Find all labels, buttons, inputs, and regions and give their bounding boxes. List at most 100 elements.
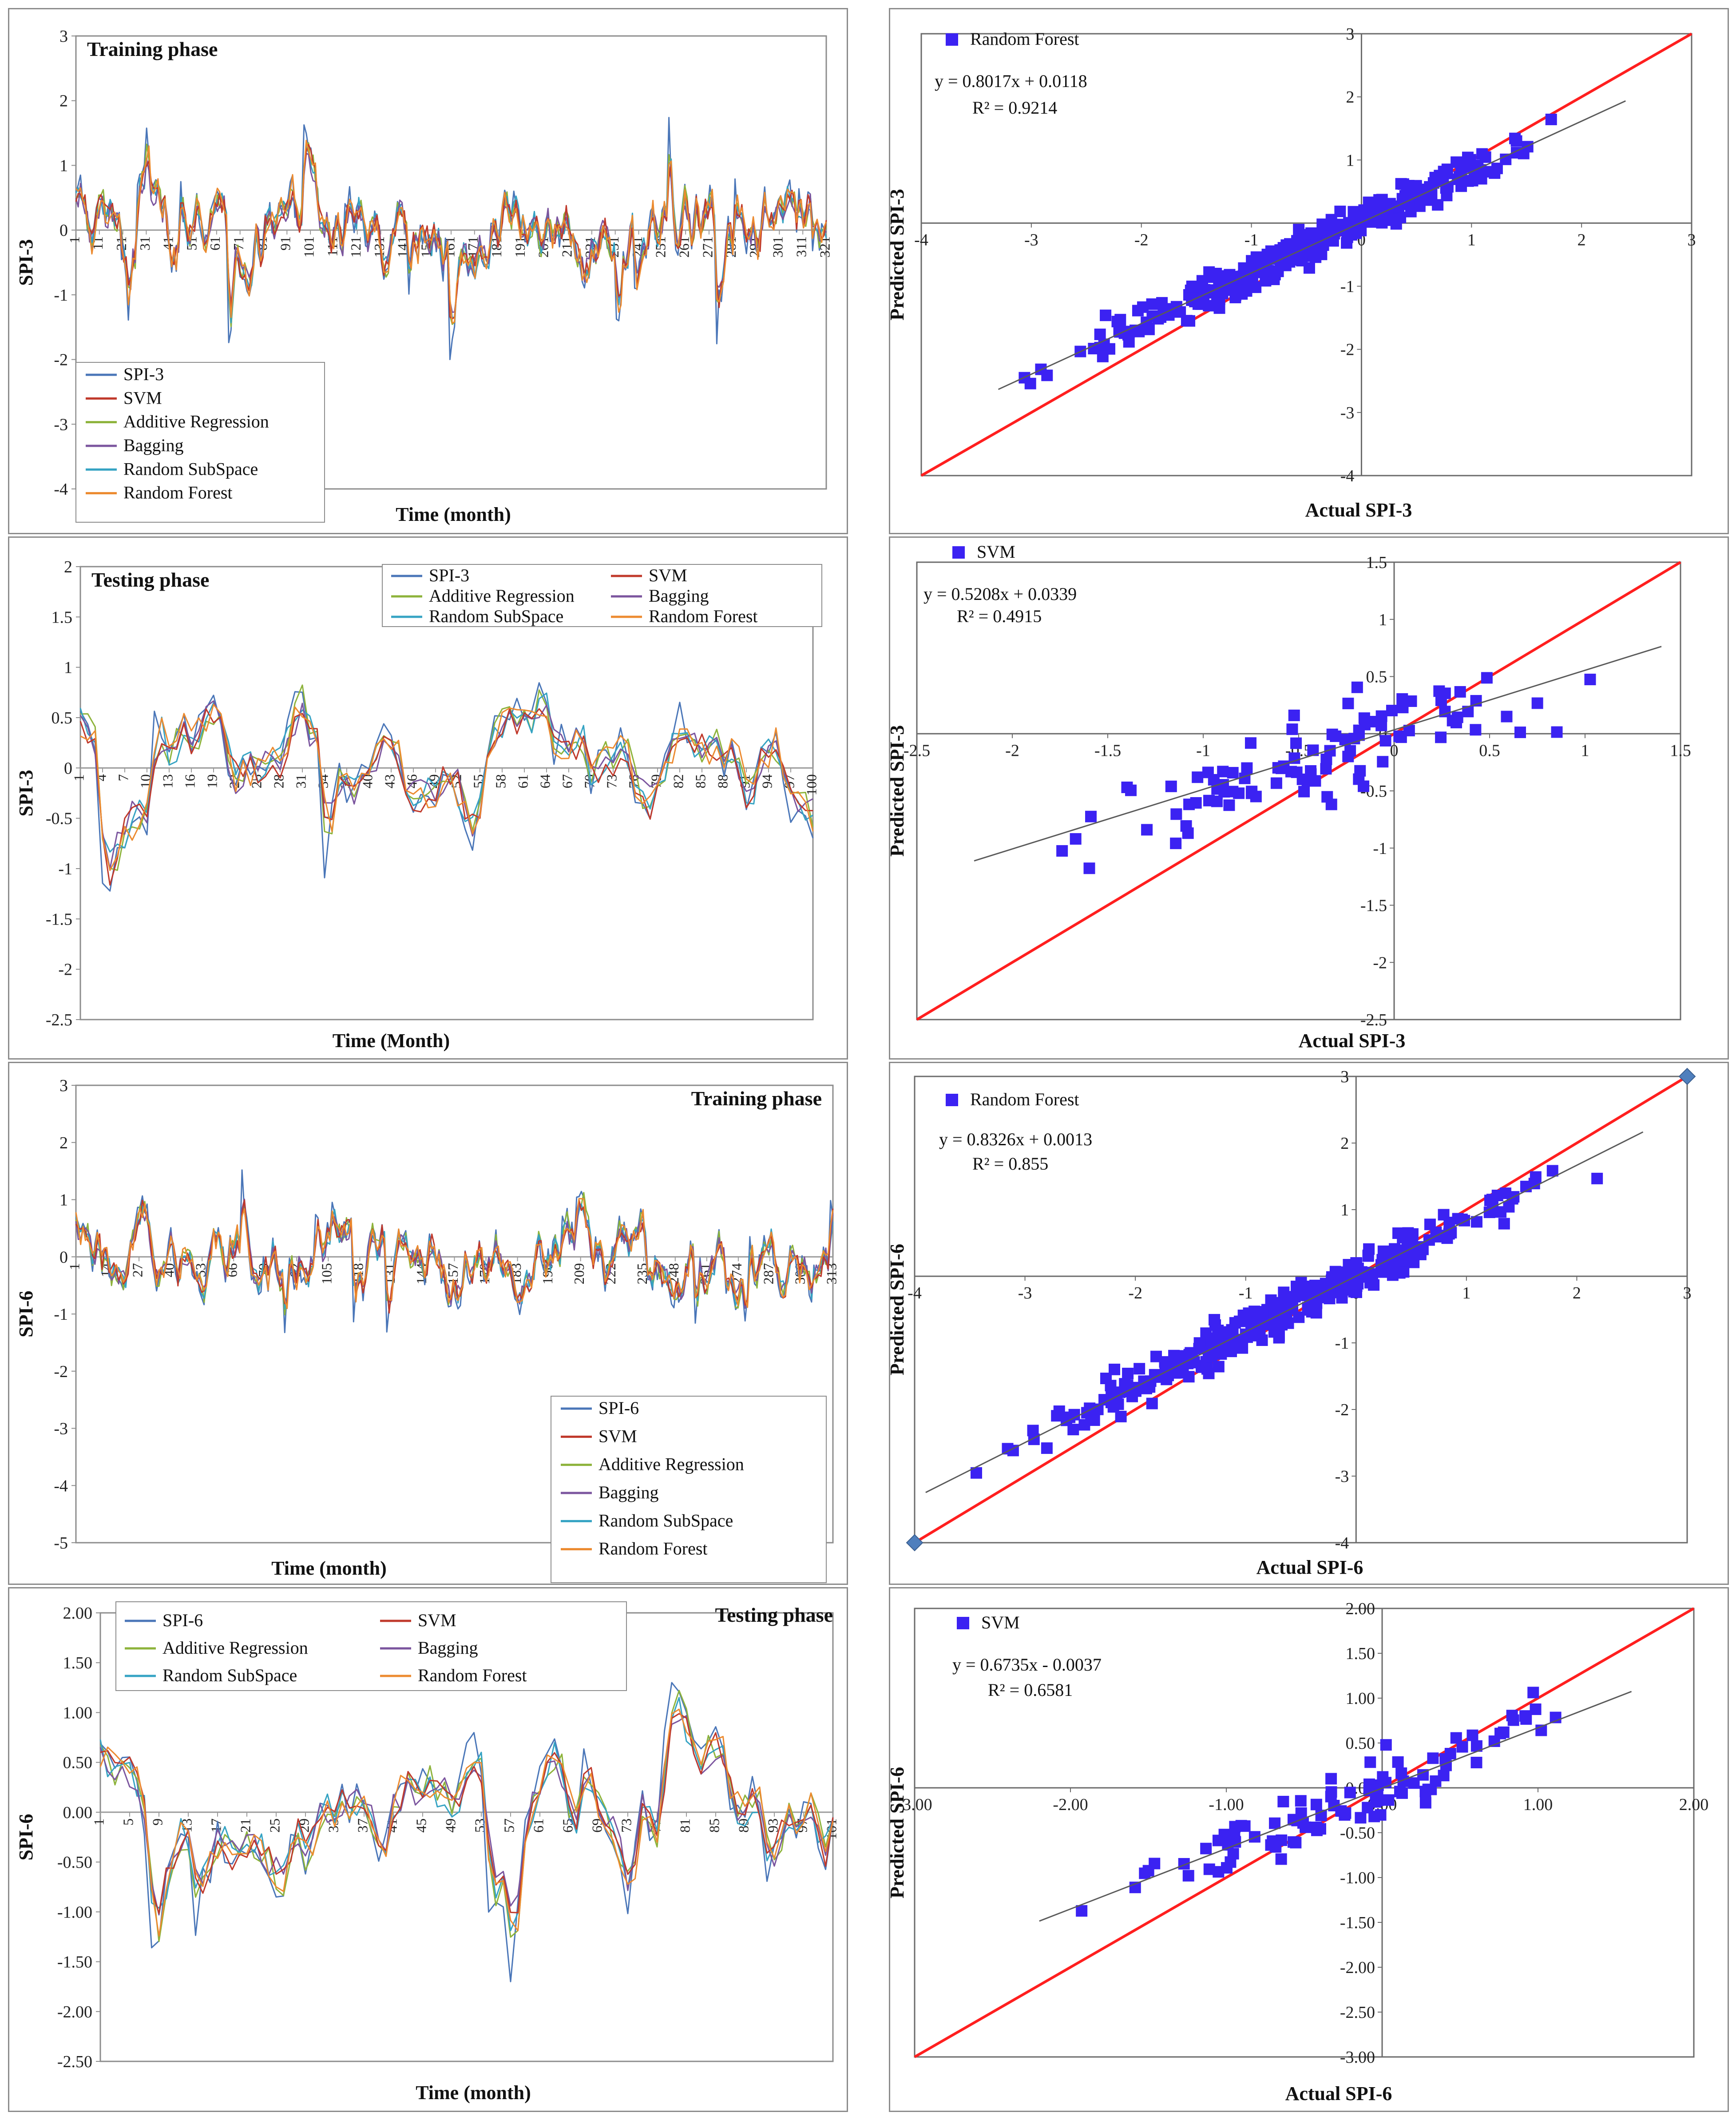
data-point xyxy=(1278,760,1290,772)
data-point xyxy=(1470,724,1482,736)
legend-label: SVM xyxy=(981,1612,1020,1632)
data-point xyxy=(1170,808,1182,820)
data-point xyxy=(1296,773,1308,785)
x-tick-label: 301 xyxy=(770,236,786,258)
data-point xyxy=(1495,1206,1507,1218)
x-tick-label: 25 xyxy=(266,1818,282,1833)
data-point xyxy=(1286,723,1298,735)
legend-label: Bagging xyxy=(123,435,184,455)
x-tick-label: 27 xyxy=(129,1263,145,1277)
y-tick-label: 2.00 xyxy=(1346,1600,1375,1618)
y-tick-label: -3 xyxy=(54,1420,68,1438)
chart-sc4: -3.00-2.00-1.000.001.002.002.001.501.000… xyxy=(890,1600,1708,2104)
y-tick-label: -1.00 xyxy=(1340,1869,1375,1887)
data-point xyxy=(1378,1247,1390,1259)
legend-label: Random Forest xyxy=(649,606,758,626)
x-tick-label: -1.00 xyxy=(1209,1795,1244,1814)
regression-equation: y = 0.5208x + 0.0339 xyxy=(923,584,1077,604)
y-tick-label: -1.5 xyxy=(1360,897,1387,915)
data-point xyxy=(1183,1371,1195,1383)
x-tick-label: 3 xyxy=(1683,1284,1692,1302)
data-point xyxy=(1500,153,1512,165)
x-tick-label: 31 xyxy=(137,236,153,250)
legend-label: SVM xyxy=(123,388,162,408)
x-tick-label: 93 xyxy=(765,1818,781,1833)
data-point xyxy=(1270,1841,1282,1853)
y-tick-label: 0.50 xyxy=(1346,1734,1375,1753)
x-tick-label: 1 xyxy=(71,774,87,781)
y-tick-label: -3.00 xyxy=(1340,2048,1375,2067)
phase-title: Testing phase xyxy=(715,1604,833,1626)
diamond-marker xyxy=(906,1534,923,1552)
data-point xyxy=(1551,726,1563,738)
data-point xyxy=(1122,1367,1134,1379)
y-tick-label: -4 xyxy=(1335,1534,1349,1552)
data-point xyxy=(1305,227,1317,239)
data-point xyxy=(1223,799,1235,811)
x-tick-label: 1.5 xyxy=(1670,741,1691,760)
data-point xyxy=(1379,735,1391,747)
data-point xyxy=(1419,1786,1431,1798)
y-axis-title: Predicted SPI-6 xyxy=(890,1767,908,1898)
data-point xyxy=(1424,1219,1436,1231)
data-point xyxy=(1141,1382,1153,1394)
data-point xyxy=(1393,730,1405,742)
data-point xyxy=(1310,1798,1322,1810)
y-tick-label: -1 xyxy=(1340,278,1355,296)
y-tick-label: -1 xyxy=(58,860,72,878)
y-tick-label: 1.5 xyxy=(1366,553,1387,572)
data-point xyxy=(1278,1286,1290,1298)
legend-label: SPI-3 xyxy=(429,565,469,585)
r-squared: R² = 0.4915 xyxy=(957,606,1042,626)
data-point xyxy=(1409,180,1421,192)
data-point xyxy=(1387,1269,1399,1281)
data-point xyxy=(1339,1809,1351,1821)
bagging-line xyxy=(99,1715,834,1916)
legend-label: SVM xyxy=(598,1426,637,1446)
data-point xyxy=(1221,1862,1233,1874)
random-forest-line xyxy=(80,704,814,871)
data-point xyxy=(1041,1442,1053,1454)
data-point xyxy=(1269,1817,1281,1829)
data-point xyxy=(1427,1752,1439,1764)
y-tick-label: -1.5 xyxy=(46,910,72,929)
data-point xyxy=(1476,148,1488,160)
data-point xyxy=(1182,1870,1194,1882)
x-axis-title: Actual SPI-6 xyxy=(1285,2083,1392,2104)
x-axis-title: Actual SPI-3 xyxy=(1305,499,1412,521)
legend-marker xyxy=(946,1094,958,1106)
data-point xyxy=(1443,1216,1455,1228)
legend-label: SPI-6 xyxy=(163,1610,203,1630)
data-point xyxy=(1456,1741,1468,1753)
y-tick-label: -1 xyxy=(1373,839,1387,858)
data-point xyxy=(1245,787,1257,799)
data-point xyxy=(1215,286,1227,298)
legend-label: SVM xyxy=(418,1610,456,1630)
legend-label: Random Forest xyxy=(418,1665,527,1685)
x-tick-label: 2 xyxy=(1577,230,1586,249)
trend-line xyxy=(1039,1691,1632,1922)
y-tick-label: -2.00 xyxy=(57,2003,92,2021)
data-point xyxy=(1527,1687,1539,1699)
x-tick-label: 105 xyxy=(319,1263,335,1284)
x-tick-label: 43 xyxy=(381,774,397,788)
legend-label: Additive Regression xyxy=(598,1454,744,1474)
y-tick-label: -2.00 xyxy=(1340,1958,1375,1977)
data-point xyxy=(1277,1795,1289,1807)
panel-ts-spi3-training: 3 2 1 0 -1 -2 -3 -4 1 11 21 31 41 51 61 71 81 91 101 111 121… xyxy=(8,8,848,534)
x-tick-label: -2.5 xyxy=(904,741,930,760)
x-tick-label: 88 xyxy=(714,774,730,788)
data-point xyxy=(1421,194,1433,206)
chart-ts2: 21.510.50-0.5-1-1.5-2-2.51 4 7 10 13 16 19 22 25… xyxy=(15,558,822,1052)
x-tick-label: 313 xyxy=(823,1263,839,1284)
random-subspace-line xyxy=(99,1697,834,1931)
data-point xyxy=(1270,777,1282,789)
panel-scatter-spi6-testing: -3.00-2.00-1.000.001.002.002.001.501.000… xyxy=(889,1587,1729,2112)
data-point xyxy=(1248,1831,1260,1843)
data-point xyxy=(1275,1853,1287,1865)
data-point xyxy=(1435,731,1447,743)
data-point xyxy=(1372,1794,1384,1806)
phase-title: Training phase xyxy=(87,38,218,60)
y-tick-label: 0 xyxy=(59,1248,68,1266)
data-point xyxy=(1203,794,1215,806)
